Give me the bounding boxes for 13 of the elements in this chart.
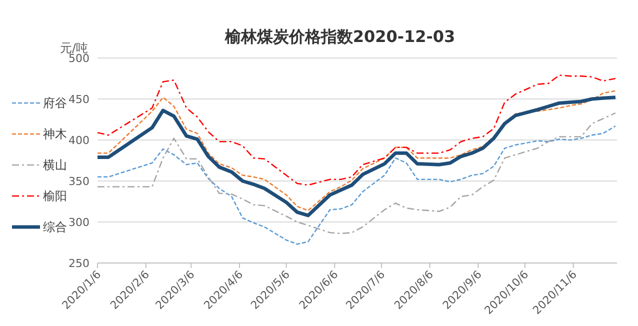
ytick: 350 xyxy=(68,175,90,188)
ytick: 300 xyxy=(68,216,90,229)
ylabel: 元/吨 xyxy=(60,41,88,55)
legend-label: 综合 xyxy=(43,220,67,234)
legend-label: 神木 xyxy=(43,127,67,141)
ytick: 500 xyxy=(68,52,90,65)
legend-label: 府谷 xyxy=(43,96,67,110)
legend-label: 榆阳 xyxy=(43,189,67,203)
legend-label: 横山 xyxy=(43,158,67,172)
ytick: 400 xyxy=(68,134,90,147)
title: 榆林煤炭价格指数2020-12-03 xyxy=(224,27,456,46)
ytick: 250 xyxy=(68,257,90,270)
ytick: 450 xyxy=(68,93,90,106)
